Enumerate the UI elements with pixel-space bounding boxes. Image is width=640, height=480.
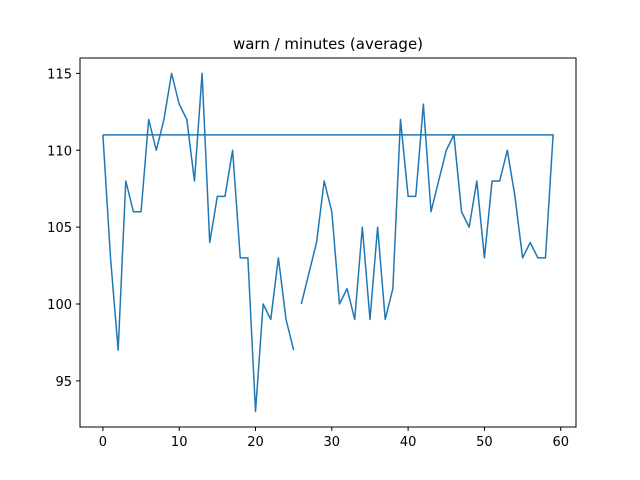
x-tick-label: 60 (552, 435, 569, 450)
x-tick-label: 30 (324, 435, 341, 450)
plot-area (80, 58, 576, 427)
x-tick-label: 10 (171, 435, 188, 450)
plot-frame (79, 57, 577, 428)
y-tick-label: 115 (47, 67, 72, 82)
y-tick-label: 110 (47, 144, 72, 159)
y-tick-label: 105 (47, 221, 72, 236)
y-tick-label: 100 (47, 298, 72, 313)
axes-layer: 0 10 20 30 40 50 60 95 100 105 110 115 (47, 67, 569, 450)
y-tick-label: 95 (55, 375, 72, 390)
x-tick-label: 0 (99, 435, 107, 450)
x-tick-label: 40 (400, 435, 417, 450)
series-line-segment-1 (102, 72, 295, 413)
plot-layer (102, 72, 554, 413)
x-tick-label: 50 (476, 435, 493, 450)
series-line-segment-2 (102, 103, 554, 321)
chart-title: warn / minutes (average) (233, 35, 423, 53)
x-tick-label: 20 (247, 435, 264, 450)
